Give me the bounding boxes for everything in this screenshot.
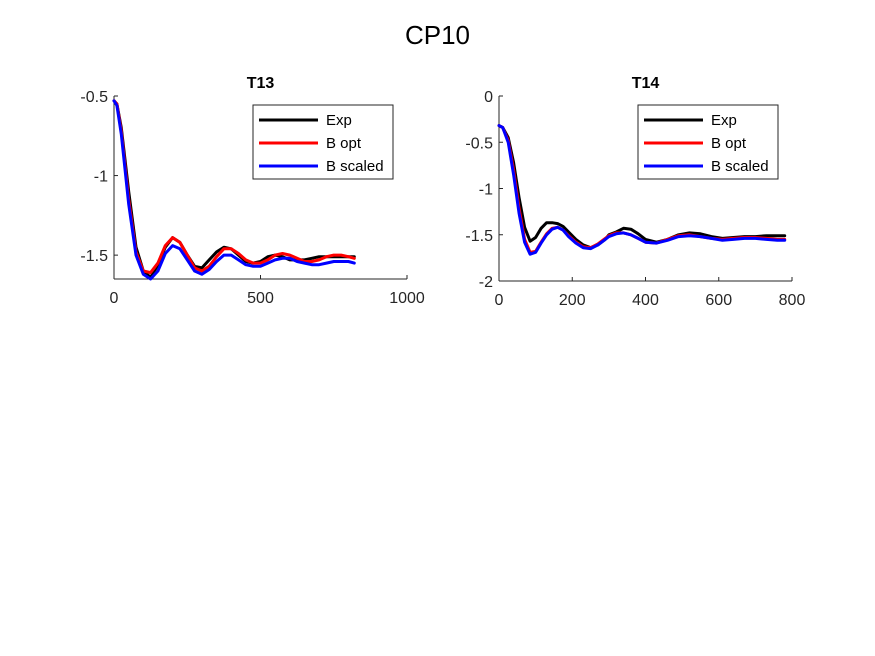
axes-title: T13 — [247, 75, 275, 92]
axes-t14: 0 200 400 600 800 0 -0.5 -1 -1.5 -2 T14 Exp B opt B s… — [465, 75, 805, 309]
legend-label: Exp — [711, 112, 737, 129]
x-tick-label: 800 — [779, 292, 806, 309]
x-tick-label: 200 — [559, 292, 586, 309]
legend-label: B opt — [711, 135, 747, 152]
y-tick-label: -0.5 — [465, 135, 493, 152]
legend-label: B scaled — [326, 158, 384, 175]
legend-label: B opt — [326, 135, 362, 152]
y-tick-label: -0.5 — [80, 89, 108, 106]
y-tick-label: -1 — [94, 169, 108, 186]
legend: Exp B opt B scaled — [252, 104, 394, 180]
x-tick-label: 600 — [705, 292, 732, 309]
y-tick-label: -2 — [479, 274, 493, 291]
y-tick-label: -1 — [479, 182, 493, 199]
legend-label: B scaled — [711, 158, 769, 175]
axes-title: T14 — [632, 75, 660, 92]
figure-title: CP10 — [405, 20, 470, 50]
x-tick-label: 500 — [247, 290, 274, 307]
legend-label: Exp — [326, 112, 352, 129]
y-tick-label: 0 — [484, 89, 493, 106]
axes-t13: 0 500 1000 -0.5 -1 -1.5 T13 Exp B opt B scaled — [80, 75, 424, 307]
series-line-b-scaled — [112, 99, 356, 281]
series-line-b-opt — [112, 99, 356, 275]
x-tick-label: 0 — [495, 292, 504, 309]
y-tick-label: -1.5 — [80, 248, 108, 265]
series-line-b-scaled — [497, 124, 787, 256]
x-tick-label: 0 — [110, 290, 119, 307]
x-tick-label: 400 — [632, 292, 659, 309]
legend: Exp B opt B scaled — [637, 104, 779, 180]
x-tick-label: 1000 — [389, 290, 425, 307]
y-tick-label: -1.5 — [465, 228, 493, 245]
